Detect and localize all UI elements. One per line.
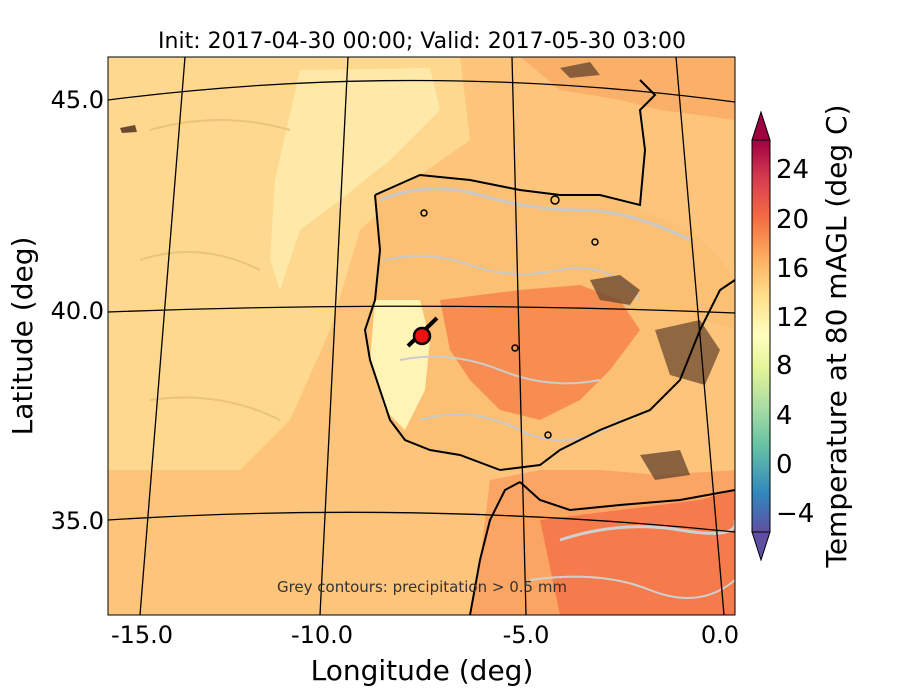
map-frame (107, 56, 736, 616)
terrain-patch (560, 62, 600, 78)
longitude-line (511, 57, 527, 615)
x-tick-label: -5.0 (503, 621, 550, 649)
site-marker (412, 326, 432, 346)
latitude-line-35 (108, 511, 735, 533)
colorbar-tick: 20 (776, 205, 809, 235)
colorbar: 24 20 16 12 8 4 0 −4 Temperature at 80 m… (751, 104, 853, 569)
cool-ocean-band (270, 68, 440, 290)
precip-contour (559, 520, 735, 542)
temperature-contour (149, 396, 281, 421)
terrain-patch (655, 320, 720, 385)
coastline (363, 194, 501, 471)
temperature-contour (149, 119, 291, 131)
lake-outline (591, 238, 599, 246)
precip-contour (399, 355, 601, 385)
warm-africa-region (540, 490, 735, 615)
terrain-patch (590, 275, 640, 305)
lake-outline (420, 209, 428, 217)
lake-outline (511, 344, 519, 352)
colorbar-tick: 4 (776, 401, 793, 431)
colorbar-gradient (751, 139, 771, 533)
colorbar-max-arrow (751, 110, 771, 141)
longitude-line (139, 57, 186, 615)
latitude-line-45 (108, 79, 735, 103)
coastline (374, 79, 657, 207)
colorbar-tick: 0 (776, 450, 793, 480)
x-tick-label: 0.0 (701, 621, 739, 649)
y-axis-label: Latitude (deg) (6, 237, 39, 436)
y-tick-label: 35.0 (51, 507, 104, 535)
precip-contour (384, 255, 641, 301)
colorbar-label: Temperature at 80 mAGL (deg C) (820, 104, 853, 568)
precip-contour (379, 187, 691, 242)
y-axis-ticks: 45.0 40.0 35.0 (51, 86, 104, 535)
lake-outline (544, 431, 552, 439)
longitude-line (675, 57, 725, 615)
x-axis-ticks: -15.0 -10.0 -5.0 0.0 (111, 621, 739, 649)
coastline (499, 279, 735, 471)
longitude-line (319, 57, 349, 615)
coastline (519, 481, 735, 512)
latitude-line-40 (108, 305, 735, 314)
lake-outline (550, 195, 560, 205)
map-title: Init: 2017-04-30 00:00; Valid: 2017-05-3… (158, 29, 686, 54)
y-tick-label: 45.0 (51, 86, 104, 114)
terrain-patch (120, 125, 137, 133)
colorbar-tick: 16 (776, 254, 809, 284)
x-axis-label: Longitude (deg) (311, 654, 534, 687)
y-tick-label: 40.0 (51, 297, 104, 325)
colorbar-min-arrow (751, 531, 771, 562)
map-plot-area: Grey contours: precipitation > 0.5 mm (108, 57, 735, 615)
precip-contour (529, 575, 735, 599)
temperature-contour (139, 251, 261, 271)
coastline (469, 481, 521, 615)
precip-annotation: Grey contours: precipitation > 0.5 mm (277, 578, 567, 596)
colorbar-tick: 24 (776, 155, 809, 185)
terrain-patch (640, 450, 690, 480)
warm-interior-region (440, 285, 640, 420)
x-tick-label: -10.0 (291, 621, 353, 649)
x-tick-label: -15.0 (111, 621, 173, 649)
colorbar-tick: 8 (776, 351, 793, 381)
colorbar-tick: −4 (776, 499, 814, 529)
colorbar-tick: 12 (776, 303, 809, 333)
